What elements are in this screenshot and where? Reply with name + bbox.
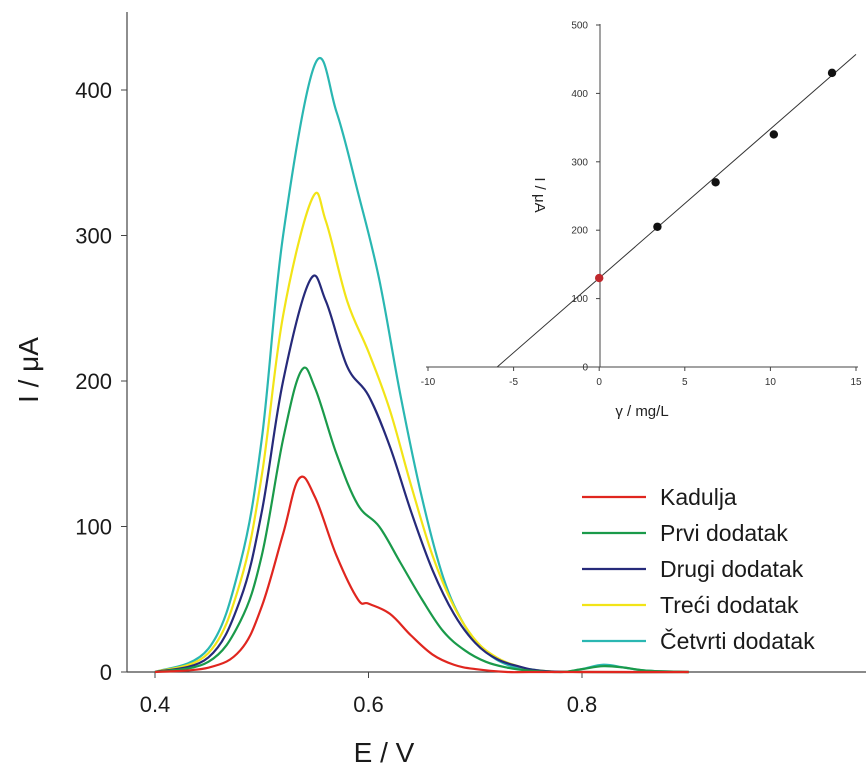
inset-points [595, 68, 837, 283]
inset-y-tick-label: 500 [571, 21, 588, 32]
legend-label: Četvrti dodatak [660, 627, 815, 654]
main-y-tick-label: 400 [75, 78, 112, 103]
data-point [827, 68, 837, 78]
series-line-kadulja [154, 475, 689, 674]
main-x-tick-label: 0.8 [567, 692, 598, 717]
inset-y-tick-label: 300 [571, 157, 588, 168]
inset-y-tick-label: 0 [582, 363, 588, 374]
inset-x-tick-label: -5 [509, 377, 518, 388]
inset-x-tick-label: 0 [596, 377, 602, 388]
series-line-prvi-dodatak [154, 366, 689, 674]
main-curves [154, 56, 689, 674]
data-point [769, 130, 779, 139]
inset-y-tick-label: 100 [571, 294, 588, 305]
main-y-tick-label: 300 [75, 224, 112, 249]
inset-chart: -10 -5 0 5 10 15 0 100 200 300 400 500 γ / mg/L I /… [421, 21, 862, 421]
data-point [595, 273, 604, 283]
main-y-axis-title: I / μA [13, 337, 44, 403]
inset-y-tick-label: 400 [571, 89, 588, 100]
main-y-tick-label: 100 [75, 515, 112, 540]
inset-x-tick-label: 15 [850, 377, 862, 388]
inset-x-tick-label: 10 [765, 377, 777, 388]
main-x-axis-title: E / V [354, 737, 415, 768]
data-point [711, 178, 720, 187]
data-point [653, 222, 662, 231]
main-x-tick-label: 0.4 [140, 692, 171, 717]
legend-label: Drugi dodatak [660, 556, 804, 582]
inset-fit-line [496, 54, 857, 368]
inset-tick-labels: -10 -5 0 5 10 15 0 100 200 300 400 500 [421, 21, 862, 389]
legend-label: Treći dodatak [660, 592, 799, 618]
main-y-tick-label: 200 [75, 369, 112, 394]
legend-label: Kadulja [660, 484, 737, 510]
main-x-tick-label: 0.6 [353, 692, 384, 717]
series-line-drugi-dodatak [154, 274, 689, 674]
legend-label: Prvi dodatak [660, 520, 788, 546]
main-tick-labels: 0.4 0.6 0.8 0 100 200 300 400 [75, 78, 597, 717]
inset-y-tick-label: 200 [571, 226, 588, 237]
inset-y-axis-title: I / μA [531, 177, 548, 212]
fit-line [496, 54, 857, 368]
inset-x-axis-title: γ / mg/L [615, 403, 668, 420]
inset-x-tick-label: -10 [421, 377, 436, 388]
legend: Kadulja Prvi dodatak Drugi dodatak Treći do… [582, 484, 815, 654]
inset-x-tick-label: 5 [682, 377, 688, 388]
main-y-tick-label: 0 [100, 660, 112, 685]
